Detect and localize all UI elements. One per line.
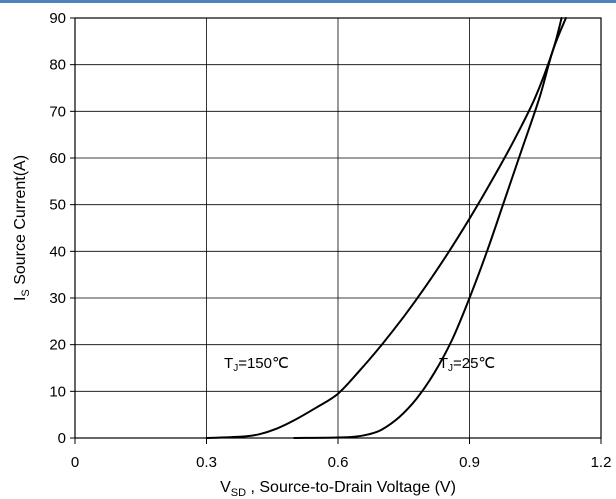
y-axis-title: IS Source Current(A) — [12, 155, 32, 301]
series-label-tj-25c: TJ=25℃ — [439, 355, 495, 374]
x-axis-title: VSD , Source-to-Drain Voltage (V) — [220, 479, 456, 499]
series-line-tj-150c — [205, 17, 563, 439]
y-tick-label: 20 — [49, 337, 66, 354]
y-tick-label: 60 — [49, 150, 66, 167]
top-border — [0, 0, 616, 3]
y-tick-label: 0 — [58, 430, 66, 447]
y-tick-label: 70 — [49, 103, 66, 120]
x-tick-label: 1.2 — [591, 454, 612, 471]
series-label-tj-150c: TJ=150℃ — [224, 355, 289, 374]
x-tick-label: 0.9 — [459, 454, 480, 471]
y-tick-label: 10 — [49, 383, 66, 400]
series-labels: TJ=150℃ TJ=25℃ — [224, 355, 495, 374]
y-tick-label: 80 — [49, 57, 66, 74]
y-tick-label: 90 — [49, 10, 66, 27]
y-tick-label: 40 — [49, 243, 66, 260]
x-tick-label: 0.6 — [328, 454, 349, 471]
x-axis-ticks: 0 0.3 0.6 0.9 1.2 — [71, 438, 612, 471]
series-line-tj-25c — [293, 17, 567, 439]
y-tick-label: 50 — [49, 197, 66, 214]
series-layer — [205, 17, 567, 439]
x-tick-label: 0.3 — [196, 454, 217, 471]
y-tick-label: 30 — [49, 290, 66, 307]
y-axis-ticks: 0 10 20 30 40 50 60 70 80 90 — [49, 10, 75, 447]
x-tick-label: 0 — [71, 454, 79, 471]
